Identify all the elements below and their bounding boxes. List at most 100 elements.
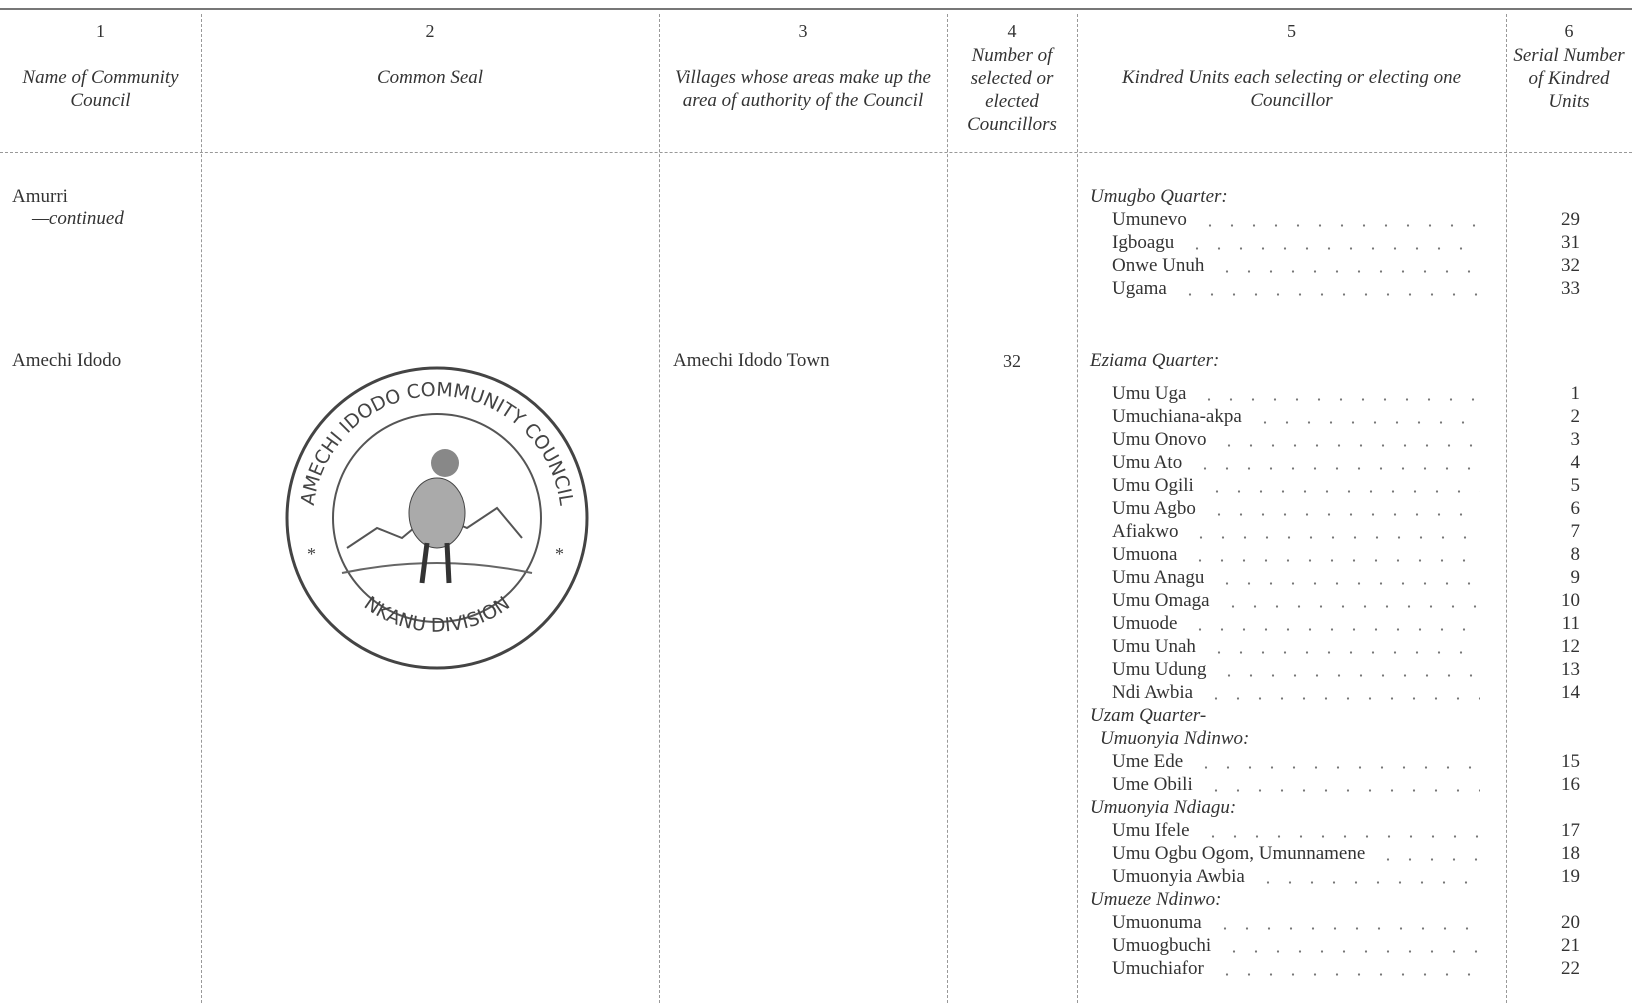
quarter-heading: Umugbo Quarter:	[1090, 186, 1228, 207]
column-title: Number of selected or elected Councillor…	[967, 45, 1057, 135]
column-title: Kindred Units each selecting or electing…	[1121, 67, 1462, 111]
serial-number: 29	[1561, 209, 1580, 230]
column-number: 2	[425, 21, 435, 41]
leader-dots	[1221, 605, 1480, 608]
leader-dots	[1256, 881, 1480, 884]
leader-dots	[1216, 582, 1480, 585]
kindred-unit: Umu Unah	[1112, 636, 1196, 657]
column-rule	[1077, 14, 1078, 1003]
serial-number: 19	[1561, 866, 1580, 887]
kindred-unit: Onwe Unuh	[1112, 255, 1205, 276]
kindred-unit: Umuonuma	[1112, 912, 1202, 933]
leader-dots	[1377, 858, 1480, 861]
serial-number: 4	[1570, 452, 1581, 473]
column-rule	[1506, 14, 1507, 1003]
quarter-heading: Uzam Quarter-	[1090, 705, 1207, 726]
serial-number: 33	[1561, 278, 1580, 299]
column-rule	[659, 14, 660, 1003]
kindred-unit: Umu Ogbu Ogom, Umunnamene	[1112, 843, 1366, 864]
leader-dots	[1205, 490, 1480, 493]
serial-number: 8	[1570, 544, 1581, 565]
kindred-unit: Ugama	[1112, 278, 1167, 299]
quarter-heading: Umuonyia Ndiagu:	[1090, 797, 1237, 818]
column-title: Common Seal	[376, 67, 484, 88]
villages: Amechi Idodo Town	[673, 350, 830, 371]
quarter-heading: Umueze Ndinwo:	[1090, 889, 1222, 910]
kindred-unit: Umuona	[1112, 544, 1178, 565]
column-number: 3	[798, 21, 808, 41]
kindred-unit: Umu Omaga	[1112, 590, 1210, 611]
serial-number: 14	[1561, 682, 1580, 703]
leader-dots	[1253, 421, 1480, 424]
header-rule	[0, 152, 1632, 153]
svg-text:*: *	[307, 544, 316, 564]
kindred-unit: Umuonyia Awbia	[1112, 866, 1245, 887]
serial-number: 2	[1570, 406, 1581, 427]
serial-number: 20	[1561, 912, 1580, 933]
seal-lower-text: NKANU DIVISION	[360, 592, 514, 636]
kindred-unit: Igboagu	[1112, 232, 1175, 253]
serial-number: 32	[1561, 255, 1580, 276]
council-name: Amurri	[12, 186, 68, 207]
kindred-unit: Umu Ato	[1112, 452, 1183, 473]
leader-dots	[1218, 674, 1480, 677]
serial-number: 12	[1561, 636, 1580, 657]
serial-number: 15	[1561, 751, 1580, 772]
serial-number: 21	[1561, 935, 1580, 956]
svg-text:*: *	[555, 544, 564, 564]
kindred-unit: Umu Uga	[1112, 383, 1187, 404]
council-note: —continued	[32, 208, 124, 229]
leader-dots	[1201, 835, 1480, 838]
serial-number: 1	[1570, 383, 1581, 404]
serial-number: 10	[1561, 590, 1580, 611]
kindred-unit: Umu Ogili	[1112, 475, 1194, 496]
kindred-unit: Umu Onovo	[1112, 429, 1207, 450]
kindred-unit: Umunevo	[1112, 209, 1187, 230]
serial-number: 18	[1561, 843, 1580, 864]
leader-dots	[1178, 293, 1480, 296]
leader-dots	[1215, 973, 1480, 976]
kindred-unit: Umuchiafor	[1112, 958, 1204, 979]
kindred-unit: Afiakwo	[1112, 521, 1179, 542]
leader-dots	[1189, 628, 1480, 631]
kindred-unit: Umu Agbo	[1112, 498, 1196, 519]
leader-dots	[1198, 224, 1480, 227]
column-number: 4	[1007, 21, 1017, 41]
column-number: 5	[1287, 21, 1296, 41]
leader-dots	[1205, 697, 1480, 700]
leader-dots	[1195, 766, 1480, 769]
councillors: 32	[1003, 351, 1021, 371]
quarter-heading: Eziama Quarter:	[1090, 350, 1220, 371]
serial-number: 16	[1561, 774, 1580, 795]
leader-dots	[1198, 398, 1480, 401]
kindred-unit: Umuode	[1112, 613, 1178, 634]
leader-dots	[1216, 270, 1480, 273]
serial-number: 31	[1561, 232, 1580, 253]
kindred-unit: Ndi Awbia	[1112, 682, 1194, 703]
leader-dots	[1207, 513, 1480, 516]
serial-number: 17	[1561, 820, 1580, 841]
kindred-unit: Ume Ede	[1112, 751, 1184, 772]
serial-number: 3	[1570, 429, 1581, 450]
serial-number: 22	[1561, 958, 1580, 979]
quarter-heading: Umuonyia Ndinwo:	[1100, 728, 1250, 749]
serial-number: 11	[1561, 613, 1580, 634]
seal-lower-text-path: NKANU DIVISION	[360, 592, 514, 636]
kindred-unit: Umu Udung	[1112, 659, 1207, 680]
leader-dots	[1190, 536, 1480, 539]
serial-number: 9	[1570, 567, 1581, 588]
leader-dots	[1218, 444, 1480, 447]
serial-number: 13	[1561, 659, 1580, 680]
kindred-unit: Ume Obili	[1112, 774, 1193, 795]
column-title: Villages whose areas make up the area of…	[675, 67, 931, 111]
leader-dots	[1186, 247, 1480, 250]
top-rule	[0, 8, 1632, 10]
serial-number: 7	[1570, 521, 1581, 542]
kindred-unit: Umu Ifele	[1112, 820, 1190, 841]
column-rule	[947, 14, 948, 1003]
column-title: Name of Community Council	[22, 67, 179, 111]
council-name: Amechi Idodo	[12, 350, 122, 371]
column-rule	[201, 14, 202, 1003]
